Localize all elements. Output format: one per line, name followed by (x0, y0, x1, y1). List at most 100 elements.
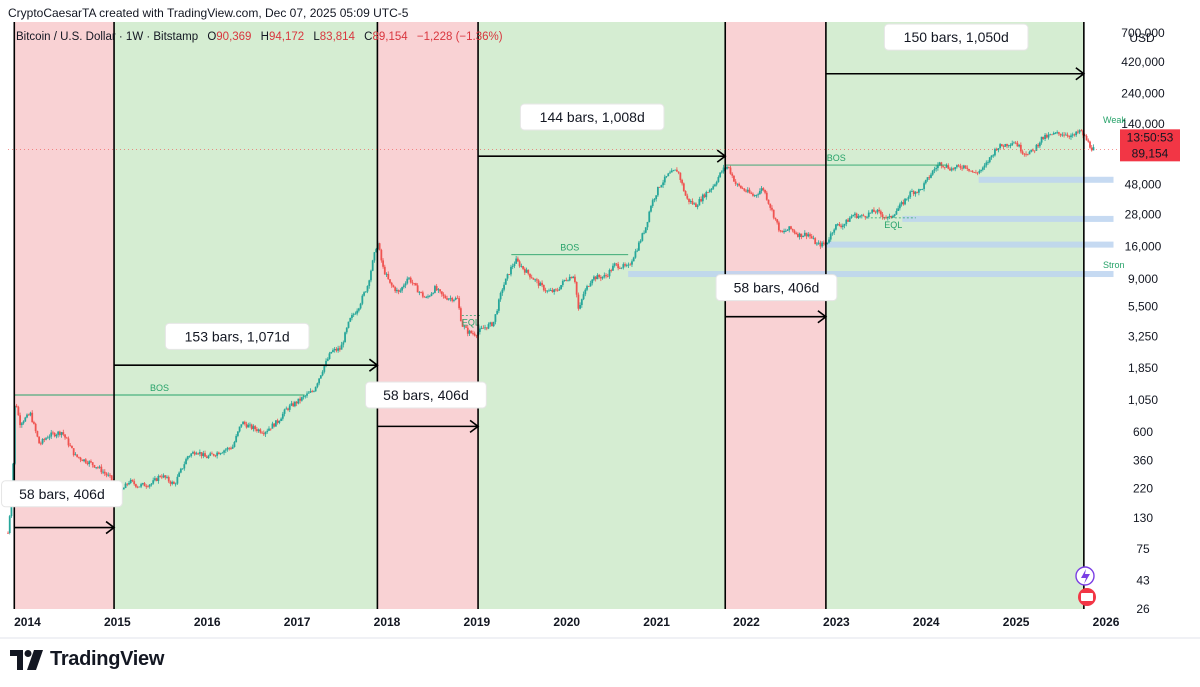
candle-body (1025, 153, 1027, 155)
candle-body (599, 277, 602, 279)
candle-body (342, 342, 345, 345)
symbol-name[interactable]: Bitcoin / U.S. Dollar · 1W · Bitstamp (16, 31, 199, 43)
candle-body (985, 162, 988, 166)
candle-body (338, 348, 341, 350)
candle-body (174, 483, 177, 485)
candle-body (1052, 132, 1055, 135)
candle-body (957, 165, 960, 167)
candle-body (705, 192, 708, 198)
candle-body (159, 476, 162, 477)
candle-body (242, 421, 244, 425)
candle-body (72, 448, 75, 456)
price-tick-label: 420,000 (1121, 55, 1165, 69)
candle-body (936, 164, 939, 168)
candle-body (762, 188, 765, 190)
candle-body (582, 294, 585, 300)
candle-body (980, 169, 983, 171)
candle-body (482, 327, 485, 329)
price-tick-label: 28,000 (1125, 208, 1162, 222)
price-tick-label: 700,000 (1121, 26, 1165, 40)
candle-body (876, 209, 879, 213)
candle-body (525, 269, 528, 273)
candle-body (1073, 134, 1076, 136)
candle-body (231, 446, 234, 449)
candle-body (942, 166, 944, 167)
candle-body (878, 209, 881, 212)
candle-body (76, 454, 79, 457)
liquidity-band (978, 176, 1114, 183)
candle-body (366, 285, 369, 292)
candle-body (665, 176, 668, 177)
candle-body (591, 279, 594, 284)
candle-body (499, 293, 502, 300)
candle-body (563, 279, 566, 282)
tradingview-logo[interactable]: TradingView (10, 648, 164, 671)
candle-body (252, 426, 255, 429)
candle-body (475, 335, 478, 337)
candle-body (318, 378, 321, 384)
candle-body (326, 359, 329, 361)
candle-body (879, 211, 882, 215)
candle-body (541, 282, 543, 286)
candle-body (962, 165, 965, 169)
year-tick-label: 2016 (194, 615, 221, 629)
candle-body (354, 313, 357, 315)
price-tick-label: 600 (1133, 425, 1153, 439)
candle-body (485, 327, 488, 329)
candle-body (496, 310, 499, 315)
candle-body (587, 286, 590, 287)
candle-body (468, 330, 471, 334)
candle-body (981, 167, 984, 170)
candle-body (670, 170, 673, 173)
candle-body (397, 289, 400, 292)
candle-body (905, 198, 908, 200)
candle-body (345, 327, 348, 333)
change-value: −1,228 (−1.36%) (416, 31, 503, 43)
candle-body (1068, 136, 1071, 138)
candle-body (1032, 149, 1034, 151)
candle-body (395, 289, 398, 292)
candle-body (257, 429, 260, 432)
candle-body (511, 266, 514, 267)
candle-body (613, 263, 616, 266)
candle-body (629, 264, 632, 266)
candle-body (166, 477, 168, 478)
candle-body (26, 414, 28, 418)
candle-body (862, 215, 865, 217)
candle-body (7, 532, 9, 534)
candle-body (105, 473, 108, 476)
candle-body (1064, 134, 1067, 136)
candle-body (636, 250, 639, 252)
measure-label: 153 bars, 1,071d (185, 328, 290, 344)
candle-body (197, 453, 200, 455)
candle-body (198, 452, 201, 454)
candle-body (77, 456, 80, 458)
candle-body (411, 282, 414, 284)
candle-body (523, 268, 526, 273)
candle-body (323, 366, 326, 372)
candle-body (774, 217, 777, 220)
candle-body (264, 431, 267, 435)
candle-body (62, 432, 65, 435)
candle-body (831, 232, 834, 234)
candle-body (720, 171, 723, 173)
candle-body (956, 165, 958, 168)
candle-body (570, 276, 573, 279)
candle-body (634, 251, 637, 258)
candle-body (74, 454, 77, 456)
candle-body (580, 299, 583, 306)
candle-body (926, 177, 929, 181)
candle-body (719, 172, 722, 178)
candle-body (487, 324, 490, 329)
candle-body (717, 177, 720, 183)
candle-body (504, 278, 507, 285)
candle-body (435, 286, 438, 291)
open-value: 90,369 (216, 31, 252, 43)
year-tick-label: 2015 (104, 615, 131, 629)
candle-body (644, 227, 647, 233)
candle-body (340, 344, 343, 350)
candle-body (83, 459, 85, 462)
candle-body (568, 276, 571, 281)
candle-body (491, 322, 493, 327)
